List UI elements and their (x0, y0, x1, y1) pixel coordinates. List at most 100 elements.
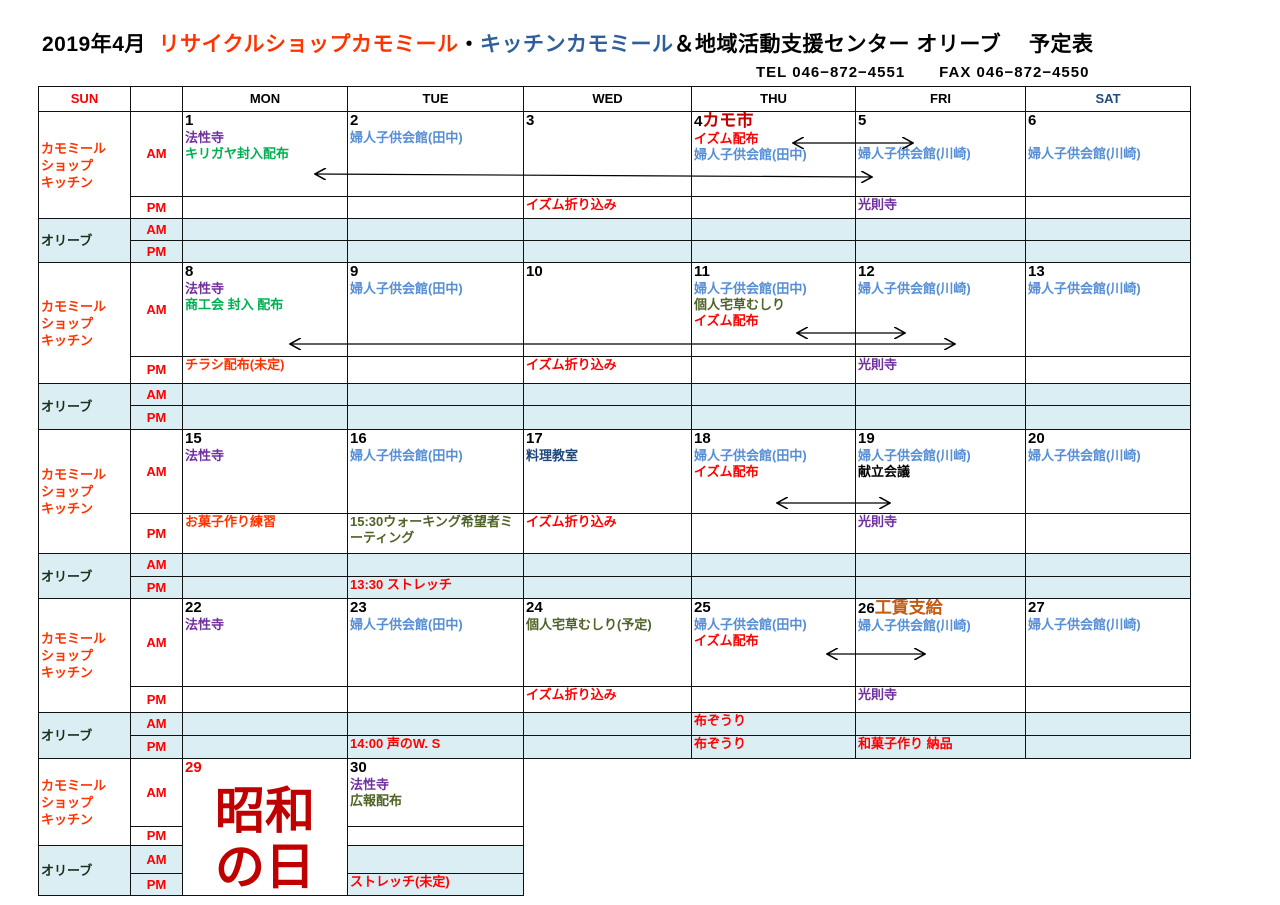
entry: 法性寺 (185, 130, 225, 145)
day-cell-2-pm (347, 196, 524, 219)
entry: 婦人子供会館(田中) (694, 281, 807, 296)
day-number: 29 (185, 759, 202, 777)
olive-cell-6-pm (1025, 240, 1191, 263)
entry: 和菓子作り 納品 (858, 736, 953, 752)
day-cell-13-pm (1025, 356, 1191, 384)
olive-cell-2-pm (347, 240, 524, 263)
week-3-row: オリーブ AM (38, 553, 1191, 599)
day-number: 12 (858, 263, 875, 281)
date-line: 10 (526, 263, 689, 282)
olive-cell-17-am (523, 553, 692, 577)
day-number: 6 (1028, 112, 1037, 130)
olive-cell-27-am (1025, 712, 1191, 736)
day-cell-17-pm: イズム折り込み (523, 513, 692, 554)
am-label: AM (130, 111, 183, 197)
olive-cell-12-am (855, 383, 1026, 406)
date-line: 24 (526, 600, 689, 618)
date-line: 5 (858, 112, 1023, 131)
day-cell-19-am: 19 婦人子供会館(川崎) 献立会議 (855, 429, 1026, 514)
day-cell-2-am: 2 婦人子供会館(田中) (347, 111, 524, 197)
week-5-row: PM (39, 826, 524, 846)
day-cell-4-am: 4カモ市 イズム配布 婦人子供会館(田中) (691, 111, 856, 197)
day-cell-30-pm (347, 826, 524, 846)
olive-cell-6-am (1025, 218, 1191, 241)
week-4-row: カモミール ショップ キッチン AM 22 法性寺 23 婦人子供会館(田中) 24 個人宅草… (38, 598, 1191, 713)
am-label: AM (130, 758, 183, 827)
header-mon: MON (182, 86, 348, 112)
title-sep: ・ (458, 33, 481, 56)
am-label: AM (130, 383, 183, 406)
entry: 献立会議 (858, 464, 911, 479)
date-line: 16 (350, 431, 521, 449)
date-line: 6 (1028, 112, 1188, 131)
day-cell-17-am: 17 料理教室 (523, 429, 692, 514)
day-event-title: カモ市 (702, 111, 754, 130)
header-wed: WED (523, 86, 692, 112)
row-label-kamomile: カモミール ショップ キッチン (38, 758, 131, 846)
day-cell-20-pm (1025, 513, 1191, 554)
pm-label: PM (130, 513, 183, 554)
olive-cell-22-pm (182, 735, 348, 759)
entry: 婦人子供会館(川崎) (1028, 617, 1141, 632)
tel: TEL 046−872−4551 (756, 64, 906, 81)
week-5-row: カモミール ショップ キッチン AM 29 昭和 の日 30 法性寺 広報配布 (38, 758, 524, 896)
entry: 13:30 ストレッチ (350, 577, 452, 593)
entry: 法性寺 (185, 281, 225, 296)
am-label: AM (130, 598, 183, 687)
day-cell-16-pm: 15:30ウォーキング希望者ミーティング (347, 513, 524, 554)
day-number: 5 (858, 112, 867, 130)
day-cell-27-am: 27 婦人子供会館(川崎) (1025, 598, 1191, 687)
day-number: 19 (858, 430, 875, 448)
day-number: 2 (350, 112, 359, 130)
date-line: 8 (185, 264, 345, 282)
week-3-row: PM 13:30 ストレッチ (39, 576, 1191, 599)
pm-label: PM (130, 735, 183, 759)
entry: 光則寺 (858, 687, 898, 703)
schedule-table-last-week: カモミール ショップ キッチン AM 29 昭和 の日 30 法性寺 広報配布 PM オリーブ A… (38, 758, 524, 896)
entry: 14:00 声のW. S (350, 736, 441, 752)
title-kitchen: キッチンカモミール (480, 33, 674, 56)
olive-cell-11-pm (691, 405, 856, 430)
pm-label: PM (130, 240, 183, 263)
am-label: AM (130, 845, 183, 874)
date-line: 27 (1028, 600, 1188, 618)
am-label: AM (130, 218, 183, 241)
date-line: 23 (350, 600, 521, 618)
olive-cell-25-pm: 布ぞうり (691, 735, 856, 759)
day-cell-11-am: 11 婦人子供会館(田中) 個人宅草むしり イズム配布 (691, 262, 856, 357)
pm-label: PM (130, 826, 183, 846)
entry: 婦人子供会館(田中) (694, 448, 807, 463)
pm-label: PM (130, 405, 183, 430)
day-number: 18 (694, 430, 711, 448)
olive-cell-11-am (691, 383, 856, 406)
olive-cell-2-am (347, 218, 524, 241)
entry: イズム配布 (694, 464, 759, 479)
day-cell-19-pm: 光則寺 (855, 513, 1026, 554)
row-label-olive: オリーブ (38, 383, 131, 430)
entry: 婦人子供会館(川崎) (858, 618, 971, 633)
day-event-title: 工賃支給 (874, 598, 943, 617)
day-cell-24-am: 24 個人宅草むしり(予定) (523, 598, 692, 687)
day-number: 11 (694, 263, 710, 281)
week-5-row: オリーブ AM (38, 845, 524, 896)
day-cell-25-pm (691, 686, 856, 713)
entry: 婦人子供会館(田中) (350, 130, 463, 145)
row-label-kamomile: カモミール ショップ キッチン (38, 111, 131, 219)
day-number: 3 (526, 112, 535, 130)
day-number: 10 (526, 263, 543, 281)
day-cell-3-am: 3 (523, 111, 692, 197)
olive-cell-10-pm (523, 405, 692, 430)
week-3-row: PM お菓子作り練習 15:30ウォーキング希望者ミーティング イズム折り込み 光則寺 (39, 513, 1191, 554)
olive-cell-27-pm (1025, 735, 1191, 759)
week-4-row: PM イズム折り込み 光則寺 (39, 686, 1191, 713)
day-cell-1-pm (182, 196, 348, 219)
schedule-table: SUN MON TUE WED THU FRI SAT カモミール ショップ キッチン AM 1 法… (38, 86, 1191, 759)
entry: 法性寺 (185, 617, 225, 632)
day-cell-20-am: 20 婦人子供会館(川崎) (1025, 429, 1191, 514)
olive-cell-18-am (691, 553, 856, 577)
week-2-row: PM (39, 405, 1191, 430)
day-cell-23-pm (347, 686, 524, 713)
week-4-row: PM 14:00 声のW. S 布ぞうり 和菓子作り 納品 (39, 735, 1191, 759)
date-line: 22 (185, 600, 345, 618)
day-number: 9 (350, 263, 359, 281)
